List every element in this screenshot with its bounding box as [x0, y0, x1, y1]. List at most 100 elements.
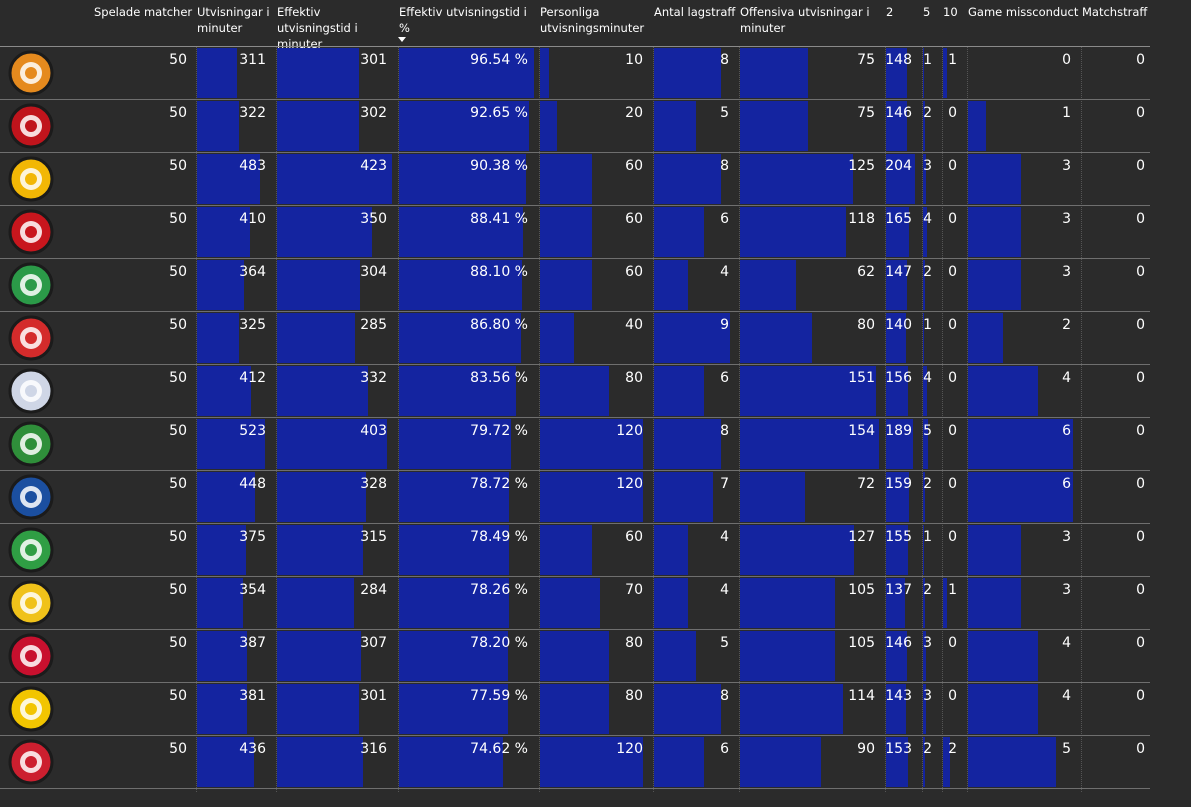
value-bar — [886, 260, 907, 310]
cell-eff-pct: 74.62 % — [470, 741, 528, 757]
table-row[interactable]: 50 448 328 78.72 % 120 7 72 159 2 0 6 0 — [0, 471, 1150, 524]
cell-gm: 2 — [1062, 317, 1071, 333]
column-separator — [276, 47, 277, 792]
value-bar — [197, 631, 247, 681]
value-bar — [399, 48, 534, 98]
value-bar — [968, 419, 1073, 469]
header-p5[interactable]: 5 — [923, 5, 931, 19]
header-eff-pct[interactable]: Effektiv utvisningstid i % — [399, 5, 527, 35]
cell-p5: 2 — [923, 105, 932, 121]
cell-team-pen: 8 — [720, 158, 729, 174]
header-off-pim[interactable]: Offensiva utvisningar i minuter — [740, 5, 870, 35]
value-bar — [923, 366, 927, 416]
header-personal[interactable]: Personliga utvisningsminuter — [540, 5, 645, 35]
cell-eff-pim: 328 — [360, 476, 387, 492]
cell-eff-pct: 79.72 % — [470, 423, 528, 439]
row-divider — [0, 417, 1150, 418]
value-bar — [968, 366, 1038, 416]
cell-match: 0 — [1136, 370, 1145, 386]
cell-eff-pim: 423 — [360, 158, 387, 174]
cell-p2: 156 — [885, 370, 912, 386]
cell-personal: 60 — [625, 158, 643, 174]
value-bar — [277, 684, 359, 734]
table-row[interactable]: 50 322 302 92.65 % 20 5 75 146 2 0 1 0 — [0, 100, 1150, 153]
cell-personal: 40 — [625, 317, 643, 333]
value-bar — [886, 684, 906, 734]
value-bar — [923, 154, 926, 204]
table-row[interactable]: 50 381 301 77.59 % 80 8 114 143 3 0 4 0 — [0, 683, 1150, 736]
table-row[interactable]: 50 387 307 78.20 % 80 5 105 146 3 0 4 0 — [0, 630, 1150, 683]
cell-p2: 204 — [885, 158, 912, 174]
table-row[interactable]: 50 523 403 79.72 % 120 8 154 189 5 0 6 0 — [0, 418, 1150, 471]
column-separator — [1081, 47, 1082, 792]
cell-match: 0 — [1136, 582, 1145, 598]
value-bar — [197, 260, 244, 310]
team-logo-icon — [6, 103, 56, 149]
cell-played: 50 — [169, 476, 187, 492]
cell-gm: 6 — [1062, 476, 1071, 492]
value-bar — [968, 684, 1038, 734]
value-bar — [740, 737, 821, 787]
value-bar — [740, 260, 796, 310]
header-pim[interactable]: Utvisningar i minuter — [197, 5, 270, 35]
row-divider — [0, 523, 1150, 524]
sort-descending-icon[interactable] — [398, 37, 406, 42]
column-separator — [739, 47, 740, 792]
cell-off-pim: 154 — [848, 423, 875, 439]
cell-personal: 70 — [625, 582, 643, 598]
table-row[interactable]: 50 412 332 83.56 % 80 6 151 156 4 0 4 0 — [0, 365, 1150, 418]
cell-match: 0 — [1136, 264, 1145, 280]
value-bar — [654, 101, 696, 151]
cell-match: 0 — [1136, 158, 1145, 174]
cell-gm: 1 — [1062, 105, 1071, 121]
team-logo-icon — [6, 527, 56, 573]
value-bar — [654, 578, 688, 628]
cell-off-pim: 72 — [857, 476, 875, 492]
table-row[interactable]: 50 410 350 88.41 % 60 6 118 165 4 0 3 0 — [0, 206, 1150, 259]
header-gm[interactable]: Game missconduct — [968, 5, 1079, 19]
table-row[interactable]: 50 375 315 78.49 % 60 4 127 155 1 0 3 0 — [0, 524, 1150, 577]
value-bar — [968, 472, 1073, 522]
header-played[interactable]: Spelade matcher — [94, 5, 193, 19]
value-bar — [923, 313, 924, 363]
value-bar — [399, 366, 516, 416]
cell-match: 0 — [1136, 105, 1145, 121]
cell-played: 50 — [169, 317, 187, 333]
cell-p10: 0 — [948, 105, 957, 121]
value-bar — [540, 684, 609, 734]
table-row[interactable]: 50 364 304 88.10 % 60 4 62 147 2 0 3 0 — [0, 259, 1150, 312]
table-row[interactable]: 50 325 285 86.80 % 40 9 80 140 1 0 2 0 — [0, 312, 1150, 365]
header-match[interactable]: Matchstraff — [1082, 5, 1148, 19]
header-p2[interactable]: 2 — [886, 5, 894, 19]
cell-team-pen: 8 — [720, 52, 729, 68]
cell-p5: 4 — [923, 211, 932, 227]
value-bar — [923, 48, 924, 98]
cell-p2: 146 — [885, 635, 912, 651]
cell-p10: 0 — [948, 529, 957, 545]
value-bar — [654, 472, 713, 522]
header-team-pen[interactable]: Antal lagstraff — [654, 5, 736, 19]
cell-eff-pim: 284 — [360, 582, 387, 598]
value-bar — [654, 525, 688, 575]
header-eff-pim[interactable]: Effektiv utvisningstid i minuter — [277, 5, 358, 51]
cell-p2: 140 — [885, 317, 912, 333]
value-bar — [197, 48, 237, 98]
cell-team-pen: 6 — [720, 741, 729, 757]
value-bar — [886, 207, 909, 257]
cell-pim: 354 — [239, 582, 266, 598]
cell-off-pim: 114 — [848, 688, 875, 704]
cell-p5: 5 — [923, 423, 932, 439]
table-row[interactable]: 50 483 423 90.38 % 60 8 125 204 3 0 3 0 — [0, 153, 1150, 206]
cell-team-pen: 6 — [720, 211, 729, 227]
value-bar — [886, 366, 908, 416]
value-bar — [540, 154, 592, 204]
value-bar — [197, 154, 260, 204]
table-row[interactable]: 50 354 284 78.26 % 70 4 105 137 2 1 3 0 — [0, 577, 1150, 630]
value-bar — [923, 631, 926, 681]
cell-eff-pct: 90.38 % — [470, 158, 528, 174]
cell-eff-pim: 307 — [360, 635, 387, 651]
value-bar — [197, 313, 239, 363]
table-row[interactable]: 50 436 316 74.62 % 120 6 90 153 2 2 5 0 — [0, 736, 1150, 789]
table-row[interactable]: 50 311 301 96.54 % 10 8 75 148 1 1 0 0 — [0, 47, 1150, 100]
header-p10[interactable]: 10 — [943, 5, 958, 19]
